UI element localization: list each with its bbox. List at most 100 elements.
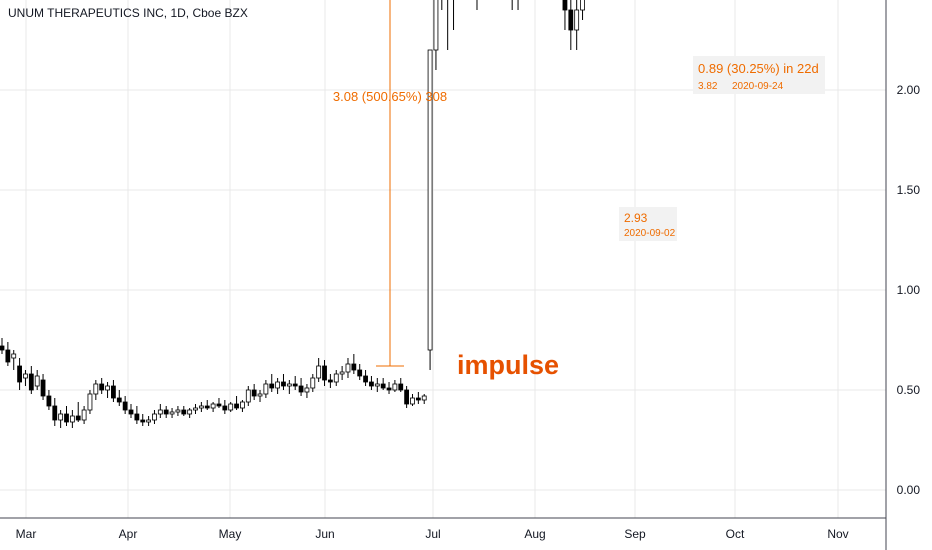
candle-body (75, 415, 81, 421)
candle-body (574, 9, 580, 31)
candle-body (345, 363, 351, 373)
candle-body (99, 383, 105, 391)
candle-body (286, 383, 292, 387)
candle (251, 384, 257, 400)
projection-box (693, 56, 825, 94)
candle (292, 376, 298, 390)
candle (216, 398, 222, 408)
candle-body (433, 0, 439, 51)
candle (281, 374, 286, 390)
candle-body (64, 413, 69, 423)
candle (122, 396, 128, 414)
candle-body (222, 405, 228, 411)
candle-body (298, 385, 304, 393)
candle-body (369, 381, 374, 387)
candle (28, 366, 34, 394)
candle-body (193, 407, 198, 411)
candle-body (357, 369, 363, 377)
candle-body (204, 405, 210, 409)
candle-body (386, 387, 392, 391)
candle (128, 404, 134, 418)
candle (40, 374, 46, 400)
impulse-label: impulse (457, 350, 559, 380)
candle-body (245, 389, 251, 403)
candle (310, 374, 316, 392)
candle (23, 370, 28, 386)
candle-body (146, 419, 152, 423)
candle-body (351, 363, 357, 371)
candle-body (415, 397, 421, 401)
candle-body (198, 405, 204, 409)
candle (69, 410, 75, 428)
candle (11, 350, 17, 370)
candle (17, 358, 22, 390)
projection-label: 0.89 (30.25%) in 22d (698, 61, 819, 76)
x-tick-label: Jun (315, 527, 334, 541)
candle (410, 394, 415, 406)
candle (562, 0, 568, 30)
candle (568, 0, 574, 50)
candle (111, 380, 116, 402)
candle (447, 0, 449, 50)
candle-body (263, 383, 269, 395)
candle (64, 406, 69, 426)
candle (157, 404, 163, 418)
candle (210, 402, 216, 412)
candle (286, 380, 292, 394)
candle-body (128, 409, 134, 415)
candle-body (17, 365, 22, 383)
candle (204, 400, 210, 410)
candle-body (34, 375, 40, 387)
candle (257, 390, 263, 402)
candle-body (327, 379, 333, 383)
candle (169, 408, 175, 418)
candle (304, 384, 310, 398)
y-tick-label: 1.00 (897, 283, 921, 297)
candle (339, 366, 345, 380)
candle (140, 414, 146, 426)
candle-body (81, 409, 87, 421)
candle (222, 400, 228, 414)
chart-title: UNUM THERAPEUTICS INC, 1D, Cboe BZX (8, 6, 248, 20)
x-tick-label: Nov (827, 527, 848, 541)
candle-body (140, 419, 146, 423)
candle-body (105, 385, 110, 391)
candle-body (398, 383, 404, 391)
candle (476, 0, 478, 10)
candle-body (87, 393, 93, 411)
candle-body (69, 415, 75, 423)
candle-body (310, 377, 316, 389)
candle (58, 410, 64, 428)
candle (116, 390, 122, 406)
candle (87, 390, 93, 414)
candle-body (175, 409, 181, 413)
candle-body (152, 413, 157, 421)
candle-body (163, 409, 169, 415)
candle-body (5, 349, 11, 363)
y-tick-label: 2.00 (897, 83, 921, 97)
candle (322, 360, 327, 386)
candle-body (562, 0, 568, 11)
candle-body (339, 371, 345, 375)
candle (0, 338, 5, 354)
y-tick-label: 0.00 (897, 483, 921, 497)
candle-body (122, 401, 128, 411)
candle (93, 380, 99, 400)
candle-body (93, 383, 99, 395)
candle-body (23, 373, 28, 379)
candle (163, 406, 169, 418)
projection-date: 2020-09-24 (732, 81, 784, 92)
candle-body (568, 9, 574, 31)
candle (263, 380, 269, 398)
candle (433, 0, 439, 70)
candle-body (363, 375, 368, 383)
y-tick-label: 0.50 (897, 383, 921, 397)
x-tick-label: Aug (524, 527, 545, 541)
candle (374, 378, 380, 392)
candle-body (322, 365, 327, 381)
candle (240, 400, 245, 412)
candle (404, 386, 410, 408)
candle-body (46, 395, 52, 407)
candle (198, 402, 204, 412)
